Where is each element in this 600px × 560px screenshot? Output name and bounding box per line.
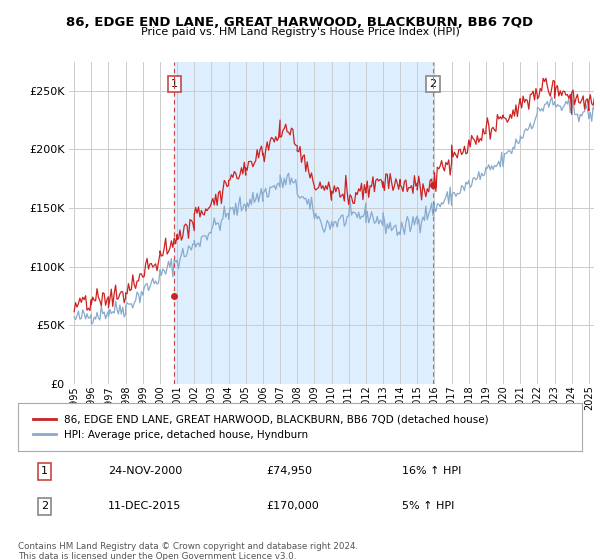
Text: £74,950: £74,950 [266,466,312,477]
Text: 2: 2 [430,79,437,89]
Text: 11-DEC-2015: 11-DEC-2015 [108,501,182,511]
Text: Contains HM Land Registry data © Crown copyright and database right 2024.
This d: Contains HM Land Registry data © Crown c… [18,542,358,560]
Text: Price paid vs. HM Land Registry's House Price Index (HPI): Price paid vs. HM Land Registry's House … [140,27,460,37]
Text: 24-NOV-2000: 24-NOV-2000 [108,466,182,477]
Text: £170,000: £170,000 [266,501,319,511]
Text: 2: 2 [41,501,48,511]
Text: 1: 1 [171,79,178,89]
Text: 16% ↑ HPI: 16% ↑ HPI [401,466,461,477]
Bar [174,62,433,384]
Text: 86, EDGE END LANE, GREAT HARWOOD, BLACKBURN, BB6 7QD: 86, EDGE END LANE, GREAT HARWOOD, BLACKB… [67,16,533,29]
Text: 1: 1 [41,466,48,477]
Text: 5% ↑ HPI: 5% ↑ HPI [401,501,454,511]
Legend: 86, EDGE END LANE, GREAT HARWOOD, BLACKBURN, BB6 7QD (detached house), HPI: Aver: 86, EDGE END LANE, GREAT HARWOOD, BLACKB… [29,410,493,444]
